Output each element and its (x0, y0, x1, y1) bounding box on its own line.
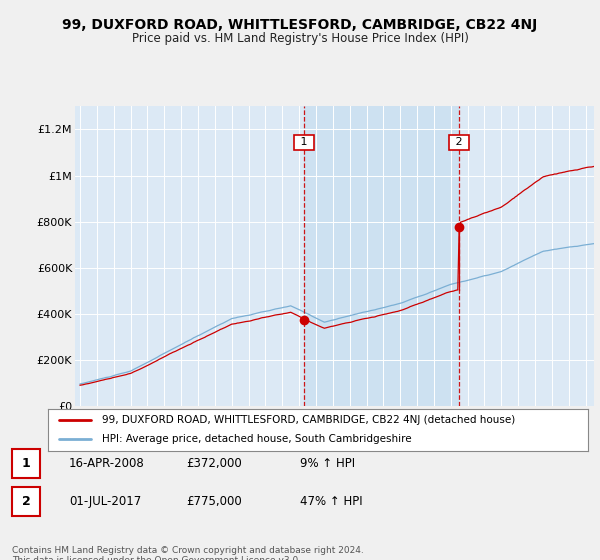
Text: HPI: Average price, detached house, South Cambridgeshire: HPI: Average price, detached house, Sout… (102, 435, 412, 445)
Text: 01-JUL-2017: 01-JUL-2017 (69, 494, 141, 508)
Text: 99, DUXFORD ROAD, WHITTLESFORD, CAMBRIDGE, CB22 4NJ (detached house): 99, DUXFORD ROAD, WHITTLESFORD, CAMBRIDG… (102, 415, 515, 425)
Text: 47% ↑ HPI: 47% ↑ HPI (300, 494, 362, 508)
Text: £775,000: £775,000 (186, 494, 242, 508)
Text: 2: 2 (452, 137, 466, 147)
Bar (304, 106, 459, 406)
Text: 9% ↑ HPI: 9% ↑ HPI (300, 457, 355, 470)
Text: Price paid vs. HM Land Registry's House Price Index (HPI): Price paid vs. HM Land Registry's House … (131, 32, 469, 45)
Text: 2: 2 (22, 494, 31, 508)
Text: 99, DUXFORD ROAD, WHITTLESFORD, CAMBRIDGE, CB22 4NJ: 99, DUXFORD ROAD, WHITTLESFORD, CAMBRIDG… (62, 18, 538, 32)
Text: 1: 1 (297, 137, 311, 147)
Text: £372,000: £372,000 (186, 457, 242, 470)
Text: 16-APR-2008: 16-APR-2008 (69, 457, 145, 470)
Text: Contains HM Land Registry data © Crown copyright and database right 2024.
This d: Contains HM Land Registry data © Crown c… (12, 546, 364, 560)
Text: 1: 1 (22, 457, 31, 470)
